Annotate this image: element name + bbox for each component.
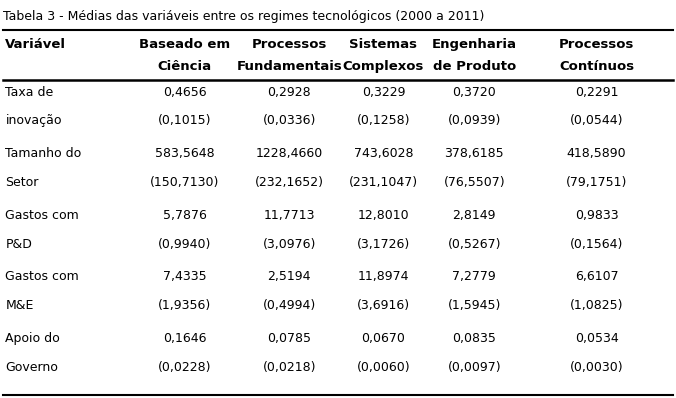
Text: (0,4994): (0,4994) <box>262 299 316 312</box>
Text: Baseado em: Baseado em <box>139 38 231 51</box>
Text: 418,5890: 418,5890 <box>566 147 627 160</box>
Text: 2,8149: 2,8149 <box>452 209 496 222</box>
Text: (1,5945): (1,5945) <box>448 299 501 312</box>
Text: de Produto: de Produto <box>433 60 516 73</box>
Text: Ciência: Ciência <box>158 60 212 73</box>
Text: (150,7130): (150,7130) <box>150 176 220 189</box>
Text: (0,0939): (0,0939) <box>448 114 501 127</box>
Text: 0,4656: 0,4656 <box>163 86 207 99</box>
Text: (0,1015): (0,1015) <box>158 114 212 127</box>
Text: 11,8974: 11,8974 <box>358 270 409 283</box>
Text: (0,0060): (0,0060) <box>357 361 410 374</box>
Text: 0,2291: 0,2291 <box>575 86 619 99</box>
Text: P&D: P&D <box>5 238 32 250</box>
Text: (231,1047): (231,1047) <box>349 176 418 189</box>
Text: Taxa de: Taxa de <box>5 86 53 99</box>
Text: (0,0336): (0,0336) <box>262 114 316 127</box>
Text: 0,3720: 0,3720 <box>452 86 496 99</box>
Text: 0,0534: 0,0534 <box>575 332 619 345</box>
Text: Sistemas: Sistemas <box>349 38 418 51</box>
Text: 11,7713: 11,7713 <box>264 209 315 222</box>
Text: (0,0030): (0,0030) <box>570 361 623 374</box>
Text: 6,6107: 6,6107 <box>575 270 619 283</box>
Text: 2,5194: 2,5194 <box>268 270 311 283</box>
Text: Complexos: Complexos <box>343 60 424 73</box>
Text: 0,1646: 0,1646 <box>163 332 207 345</box>
Text: (0,9940): (0,9940) <box>158 238 212 250</box>
Text: 0,0835: 0,0835 <box>452 332 496 345</box>
Text: (0,0544): (0,0544) <box>570 114 623 127</box>
Text: Tamanho do: Tamanho do <box>5 147 82 160</box>
Text: (0,1258): (0,1258) <box>357 114 410 127</box>
Text: Variável: Variável <box>5 38 66 51</box>
Text: Gastos com: Gastos com <box>5 270 79 283</box>
Text: (0,1564): (0,1564) <box>570 238 623 250</box>
Text: 743,6028: 743,6028 <box>354 147 413 160</box>
Text: Tabela 3 - Médias das variáveis entre os regimes tecnológicos (2000 a 2011): Tabela 3 - Médias das variáveis entre os… <box>3 10 484 23</box>
Text: (0,0097): (0,0097) <box>448 361 501 374</box>
Text: 0,3229: 0,3229 <box>362 86 405 99</box>
Text: 0,2928: 0,2928 <box>268 86 311 99</box>
Text: Apoio do: Apoio do <box>5 332 60 345</box>
Text: (0,5267): (0,5267) <box>448 238 501 250</box>
Text: (3,6916): (3,6916) <box>357 299 410 312</box>
Text: 583,5648: 583,5648 <box>155 147 215 160</box>
Text: Processos: Processos <box>559 38 634 51</box>
Text: (0,0218): (0,0218) <box>262 361 316 374</box>
Text: (3,1726): (3,1726) <box>357 238 410 250</box>
Text: 0,9833: 0,9833 <box>575 209 619 222</box>
Text: 12,8010: 12,8010 <box>358 209 409 222</box>
Text: 5,7876: 5,7876 <box>163 209 207 222</box>
Text: (1,0825): (1,0825) <box>570 299 623 312</box>
Text: Engenharia: Engenharia <box>432 38 517 51</box>
Text: M&E: M&E <box>5 299 34 312</box>
Text: Setor: Setor <box>5 176 39 189</box>
Text: Fundamentais: Fundamentais <box>237 60 342 73</box>
Text: Gastos com: Gastos com <box>5 209 79 222</box>
Text: inovação: inovação <box>5 114 62 127</box>
Text: Processos: Processos <box>251 38 327 51</box>
Text: (0,0228): (0,0228) <box>158 361 212 374</box>
Text: 7,2779: 7,2779 <box>452 270 496 283</box>
Text: 378,6185: 378,6185 <box>445 147 504 160</box>
Text: 1228,4660: 1228,4660 <box>256 147 323 160</box>
Text: Contínuos: Contínuos <box>559 60 634 73</box>
Text: (232,1652): (232,1652) <box>255 176 324 189</box>
Text: (1,9356): (1,9356) <box>158 299 212 312</box>
Text: 0,0785: 0,0785 <box>267 332 311 345</box>
Text: (76,5507): (76,5507) <box>443 176 505 189</box>
Text: (79,1751): (79,1751) <box>566 176 627 189</box>
Text: Governo: Governo <box>5 361 58 374</box>
Text: (3,0976): (3,0976) <box>262 238 316 250</box>
Text: 0,0670: 0,0670 <box>362 332 406 345</box>
Text: 7,4335: 7,4335 <box>163 270 207 283</box>
